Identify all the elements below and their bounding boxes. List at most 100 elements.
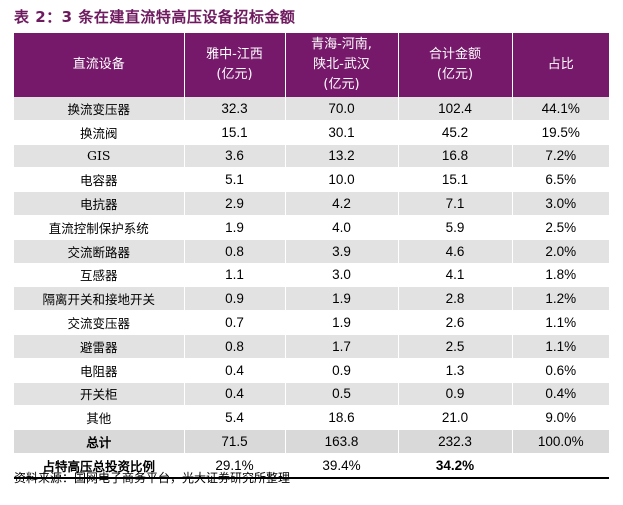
value-cell: 2.6 <box>398 310 513 335</box>
table-title: 表 2：3 条在建直流特高压设备招标金额 <box>14 8 296 26</box>
equipment-cell: 换流变压器 <box>14 97 185 121</box>
value-cell: 0.8 <box>184 239 286 264</box>
equipment-cell: GIS <box>14 144 185 169</box>
header-line: 雅中-江西 <box>206 47 263 62</box>
table-row: 交流断路器 0.8 3.9 4.6 2.0% <box>14 239 609 264</box>
value-cell: 2.5% <box>512 215 609 240</box>
table-row: 其他 5.4 18.6 21.0 9.0% <box>14 405 609 431</box>
value-cell: 7.1 <box>398 191 513 216</box>
value-cell: 34.2% <box>398 453 513 479</box>
header-unit: (亿元) <box>323 77 360 92</box>
value-cell: 3.0 <box>285 263 399 288</box>
value-cell <box>512 453 609 479</box>
value-cell: 29.1% <box>184 453 286 479</box>
value-cell: 0.4 <box>184 358 286 383</box>
value-cell: 15.1 <box>398 167 513 193</box>
value-cell: 0.5 <box>285 382 399 407</box>
header-unit: (亿元) <box>436 67 474 82</box>
value-cell: 3.0% <box>512 191 609 216</box>
header-line: 占比 <box>547 57 574 72</box>
value-cell: 71.5 <box>184 429 286 454</box>
value-cell: 1.8% <box>512 263 609 288</box>
table-row: GIS 3.6 13.2 16.8 7.2% <box>14 144 609 169</box>
equipment-cell: 互感器 <box>14 263 185 288</box>
value-cell: 232.3 <box>398 429 513 454</box>
header-row: 直流设备 雅中-江西 (亿元) 青海-河南, 陕北-武汉 (亿元) 合计金额 (… <box>14 33 609 97</box>
equipment-cell: 占特高压总投资比例 <box>14 453 185 479</box>
equipment-cell: 直流控制保护系统 <box>14 215 185 240</box>
equipment-cell: 电容器 <box>14 167 185 193</box>
equipment-cell: 换流阀 <box>14 120 185 145</box>
equipment-cell: 开关柜 <box>14 382 185 407</box>
value-cell: 3.6 <box>184 144 286 169</box>
total-row: 总计 71.5 163.8 232.3 100.0% <box>14 429 609 454</box>
value-cell: 1.1% <box>512 334 609 359</box>
value-cell: 1.3 <box>398 358 513 383</box>
table-row: 直流控制保护系统 1.9 4.0 5.9 2.5% <box>14 215 609 240</box>
value-cell: 0.8 <box>184 334 286 359</box>
source-note: 资料来源：国网电子商务平台，光大证券研究所整理 <box>14 471 291 485</box>
value-cell: 21.0 <box>398 405 513 431</box>
value-cell: 1.1 <box>184 263 286 288</box>
value-cell: 2.9 <box>184 191 286 216</box>
value-cell: 1.7 <box>285 334 399 359</box>
value-cell: 100.0% <box>512 429 609 454</box>
value-cell: 5.4 <box>184 405 286 431</box>
value-cell: 30.1 <box>285 120 399 145</box>
header-share: 占比 <box>512 33 609 97</box>
value-cell: 2.5 <box>398 334 513 359</box>
value-cell: 1.2% <box>512 286 609 312</box>
header-qinghai-henan: 青海-河南, 陕北-武汉 (亿元) <box>285 33 399 97</box>
value-cell: 19.5% <box>512 120 609 145</box>
value-cell: 6.5% <box>512 167 609 193</box>
header-total-amount: 合计金额 (亿元) <box>398 33 513 97</box>
table-row: 交流变压器 0.7 1.9 2.6 1.1% <box>14 310 609 335</box>
table-row: 隔离开关和接地开关 0.9 1.9 2.8 1.2% <box>14 286 609 312</box>
value-cell: 1.9 <box>184 215 286 240</box>
value-cell: 102.4 <box>398 97 513 121</box>
value-cell: 15.1 <box>184 120 286 145</box>
value-cell: 18.6 <box>285 405 399 431</box>
equipment-cell: 总计 <box>14 429 185 454</box>
value-cell: 1.1% <box>512 310 609 335</box>
table-row: 换流阀 15.1 30.1 45.2 19.5% <box>14 120 609 145</box>
header-line: 陕北-武汉 <box>313 57 370 72</box>
equipment-cell: 隔离开关和接地开关 <box>14 286 185 312</box>
header-equipment: 直流设备 <box>14 33 185 97</box>
value-cell: 0.9 <box>398 382 513 407</box>
value-cell: 10.0 <box>285 167 399 193</box>
value-cell: 0.9 <box>184 286 286 312</box>
value-cell: 1.9 <box>285 310 399 335</box>
value-cell: 2.0% <box>512 239 609 264</box>
value-cell: 39.4% <box>285 453 399 479</box>
value-cell: 7.2% <box>512 144 609 169</box>
table-row: 避雷器 0.8 1.7 2.5 1.1% <box>14 334 609 359</box>
value-cell: 16.8 <box>398 144 513 169</box>
value-cell: 0.9 <box>285 358 399 383</box>
value-cell: 4.0 <box>285 215 399 240</box>
equipment-cell: 其他 <box>14 405 185 431</box>
table-row: 互感器 1.1 3.0 4.1 1.8% <box>14 263 609 288</box>
header-yazhong-jiangxi: 雅中-江西 (亿元) <box>184 33 286 97</box>
bidding-amount-table: 直流设备 雅中-江西 (亿元) 青海-河南, 陕北-武汉 (亿元) 合计金额 (… <box>14 33 609 479</box>
value-cell: 0.4 <box>184 382 286 407</box>
value-cell: 4.1 <box>398 263 513 288</box>
value-cell: 9.0% <box>512 405 609 431</box>
equipment-cell: 避雷器 <box>14 334 185 359</box>
value-cell: 4.6 <box>398 239 513 264</box>
value-cell: 5.1 <box>184 167 286 193</box>
value-cell: 3.9 <box>285 239 399 264</box>
table-row: 电抗器 2.9 4.2 7.1 3.0% <box>14 191 609 216</box>
table-row: 电阻器 0.4 0.9 1.3 0.6% <box>14 358 609 383</box>
table-row: 换流变压器 32.3 70.0 102.4 44.1% <box>14 97 609 121</box>
header-line: 合计金额 <box>428 47 481 62</box>
equipment-cell: 交流变压器 <box>14 310 185 335</box>
value-cell: 1.9 <box>285 286 399 312</box>
value-cell: 44.1% <box>512 97 609 121</box>
equipment-cell: 交流断路器 <box>14 239 185 264</box>
share-row: 占特高压总投资比例 29.1% 39.4% 34.2% <box>14 453 609 479</box>
equipment-cell: 电抗器 <box>14 191 185 216</box>
value-cell: 70.0 <box>285 97 399 121</box>
equipment-cell: 电阻器 <box>14 358 185 383</box>
header-unit: (亿元) <box>216 67 253 82</box>
